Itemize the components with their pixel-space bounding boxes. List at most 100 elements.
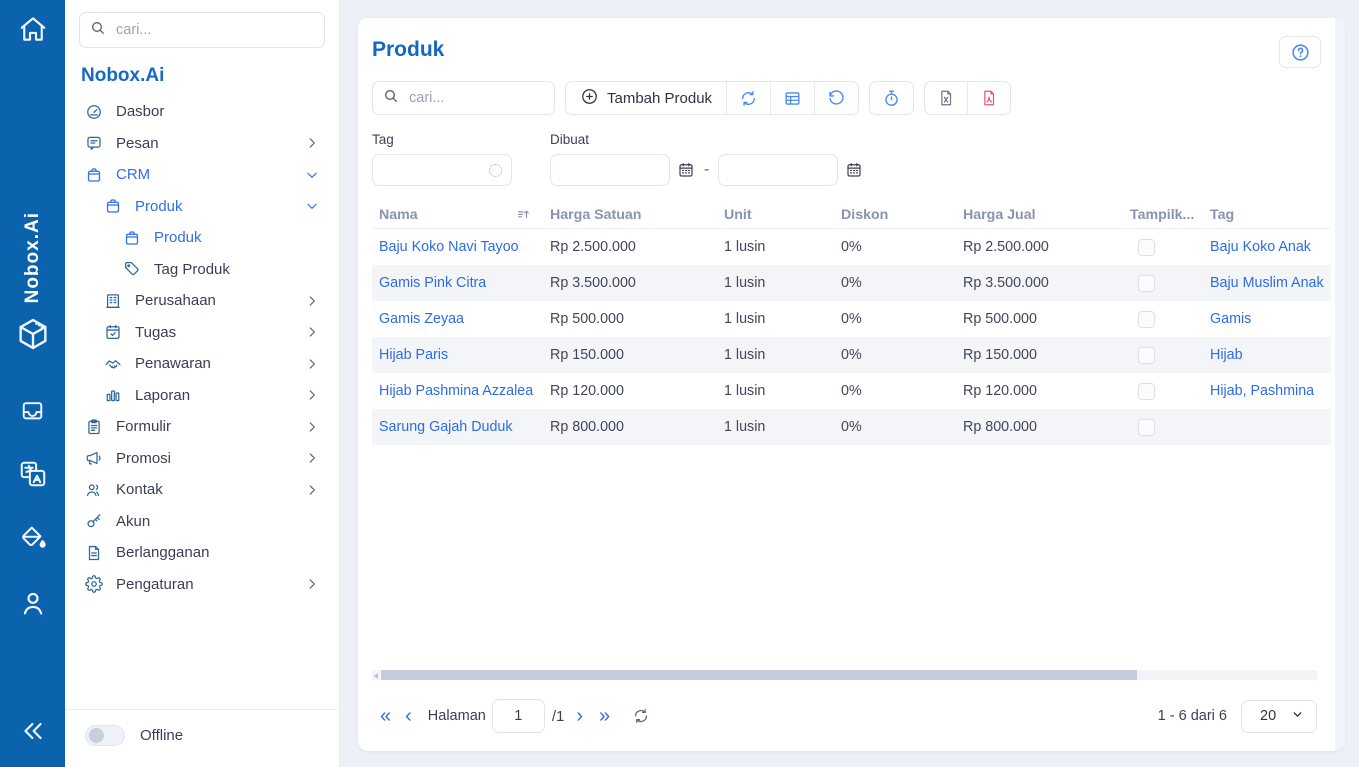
table-header: Nama Harga Satuan Unit Diskon Harga Jual Tamp…	[372, 201, 1331, 229]
created-from-text[interactable]	[560, 161, 660, 179]
sidebar-item-pengaturan[interactable]: Pengaturan	[79, 569, 325, 601]
table-row: Gamis Pink Citra Rp 3.500.000 1 lusin 0% Rp …	[372, 265, 1331, 301]
cell-unit: 1 lusin	[724, 383, 766, 399]
cell-nama: Gamis Pink Citra	[372, 275, 543, 291]
sidebar-search[interactable]	[79, 12, 325, 48]
export-pdf-button[interactable]	[967, 82, 1010, 114]
col-header-harga-satuan[interactable]: Harga Satuan	[550, 206, 642, 223]
product-name-link[interactable]: Gamis Pink Citra	[379, 275, 487, 291]
sidebar-item-produk[interactable]: Produk	[79, 222, 325, 254]
sidebar-item-pesan[interactable]: Pesan	[79, 128, 325, 160]
user-icon[interactable]	[18, 588, 48, 618]
next-page-button[interactable]: ›	[576, 705, 584, 727]
col-header-diskon[interactable]: Diskon	[841, 206, 889, 223]
table-row: Hijab Pashmina Azzalea Rp 120.000 1 lusin 0…	[372, 373, 1331, 409]
sidebar-brand: Nobox.Ai	[81, 65, 165, 86]
col-header-tag[interactable]: Tag	[1210, 206, 1235, 223]
calendar-icon[interactable]	[845, 161, 863, 179]
row-checkbox[interactable]	[1138, 238, 1155, 256]
product-tag-link[interactable]: Gamis	[1210, 311, 1252, 327]
created-from-input[interactable]	[550, 154, 670, 186]
translate-icon[interactable]	[18, 459, 48, 489]
sidebar-item-kontak[interactable]: Kontak	[79, 474, 325, 506]
prev-page-button[interactable]: ‹	[405, 705, 412, 727]
sidebar-item-produk[interactable]: Produk	[79, 191, 325, 223]
created-to-input[interactable]	[718, 154, 839, 186]
sidebar-item-laporan[interactable]: Laporan	[79, 380, 325, 412]
undo-button[interactable]	[814, 82, 858, 114]
row-checkbox[interactable]	[1138, 274, 1155, 292]
product-name-link[interactable]: Gamis Zeyaa	[379, 311, 465, 327]
tag-filter-input[interactable]	[372, 154, 512, 186]
sidebar-item-promosi[interactable]: Promosi	[79, 443, 325, 475]
offline-toggle[interactable]	[85, 725, 125, 746]
sidebar-item-dasbor[interactable]: Dasbor	[79, 96, 325, 128]
scroll-left-arrow[interactable]	[374, 672, 378, 679]
stopwatch-button[interactable]	[870, 82, 913, 114]
sidebar-item-formulir[interactable]: Formulir	[79, 411, 325, 443]
sort-icon[interactable]	[516, 207, 531, 222]
rail-brand-vertical-text: Nobox.Ai	[21, 212, 43, 304]
table-search-input[interactable]	[407, 89, 544, 107]
sidebar-search-input[interactable]	[114, 21, 314, 39]
sidebar-item-crm[interactable]: CRM	[79, 159, 325, 191]
inbox-icon[interactable]	[19, 397, 46, 424]
page-number-input[interactable]	[491, 699, 545, 733]
col-header-harga-jual[interactable]: Harga Jual	[963, 206, 1036, 223]
col-header-unit[interactable]: Unit	[724, 206, 752, 223]
file-text-icon	[85, 544, 103, 562]
cell-diskon: 0%	[841, 347, 862, 363]
key-icon	[85, 512, 103, 530]
product-name-link[interactable]: Hijab Paris	[379, 347, 449, 363]
sidebar-item-akun[interactable]: Akun	[79, 506, 325, 538]
chevron-right-icon	[305, 483, 319, 497]
sidebar-item-penawaran[interactable]: Penawaran	[79, 348, 325, 380]
product-tag-link[interactable]: Hijab	[1210, 347, 1243, 363]
nobox-logo-icon[interactable]	[14, 315, 52, 353]
horizontal-scrollbar[interactable]	[372, 670, 1317, 680]
ink-drop-icon[interactable]	[18, 522, 48, 552]
tag-filter-text[interactable]	[382, 161, 489, 179]
handshake-icon	[104, 355, 122, 373]
product-name-link[interactable]: Hijab Pashmina Azzalea	[379, 383, 534, 399]
col-header-nama[interactable]: Nama	[372, 207, 543, 223]
row-checkbox[interactable]	[1138, 418, 1155, 436]
help-button[interactable]	[1279, 36, 1321, 68]
timer-button-group	[869, 81, 915, 115]
home-icon[interactable]	[18, 14, 48, 44]
cell-harga-satuan: Rp 120.000	[550, 383, 624, 399]
last-page-button[interactable]: »	[599, 705, 610, 727]
calendar-icon[interactable]	[677, 161, 695, 179]
sidebar-item-berlangganan[interactable]: Berlangganan	[79, 537, 325, 569]
col-header-tampilk[interactable]: Tampilk...	[1130, 206, 1195, 223]
refresh-button[interactable]	[726, 82, 770, 114]
row-checkbox[interactable]	[1138, 382, 1155, 400]
sidebar-item-tag-produk[interactable]: Tag Produk	[79, 254, 325, 286]
product-tag-link[interactable]: Baju Koko Anak	[1210, 239, 1311, 255]
sidebar-item-perusahaan[interactable]: Perusahaan	[79, 285, 325, 317]
refresh-table-icon[interactable]	[632, 707, 650, 725]
sidebar-item-tugas[interactable]: Tugas	[79, 317, 325, 349]
row-checkbox[interactable]	[1138, 346, 1155, 364]
created-filter-label: Dibuat	[550, 132, 590, 147]
product-name-link[interactable]: Sarung Gajah Duduk	[379, 419, 513, 435]
table-view-button[interactable]	[770, 82, 814, 114]
export-excel-button[interactable]	[925, 82, 967, 114]
scrollbar-thumb[interactable]	[381, 670, 1137, 680]
add-product-button[interactable]: Tambah Produk	[566, 82, 726, 114]
table-row: Sarung Gajah Duduk Rp 800.000 1 lusin 0% Rp …	[372, 409, 1331, 445]
vertical-scrollbar[interactable]	[1335, 18, 1345, 751]
created-to-text[interactable]	[728, 161, 829, 179]
row-checkbox[interactable]	[1138, 310, 1155, 328]
product-tag-link[interactable]: Hijab, Pashmina	[1210, 383, 1315, 399]
cell-tag: Baju Muslim Anak	[1203, 275, 1331, 291]
page-size-select[interactable]: 20	[1241, 699, 1317, 733]
cell-harga-jual: Rp 3.500.000	[963, 275, 1049, 291]
cell-tampilkan	[1123, 310, 1203, 328]
collapse-sidebar-icon[interactable]	[19, 717, 47, 745]
chat-icon	[85, 134, 103, 152]
first-page-button[interactable]: «	[380, 705, 391, 727]
product-name-link[interactable]: Baju Koko Navi Tayoo	[379, 239, 519, 255]
product-tag-link[interactable]: Baju Muslim Anak	[1210, 275, 1324, 291]
table-search[interactable]	[372, 81, 555, 115]
